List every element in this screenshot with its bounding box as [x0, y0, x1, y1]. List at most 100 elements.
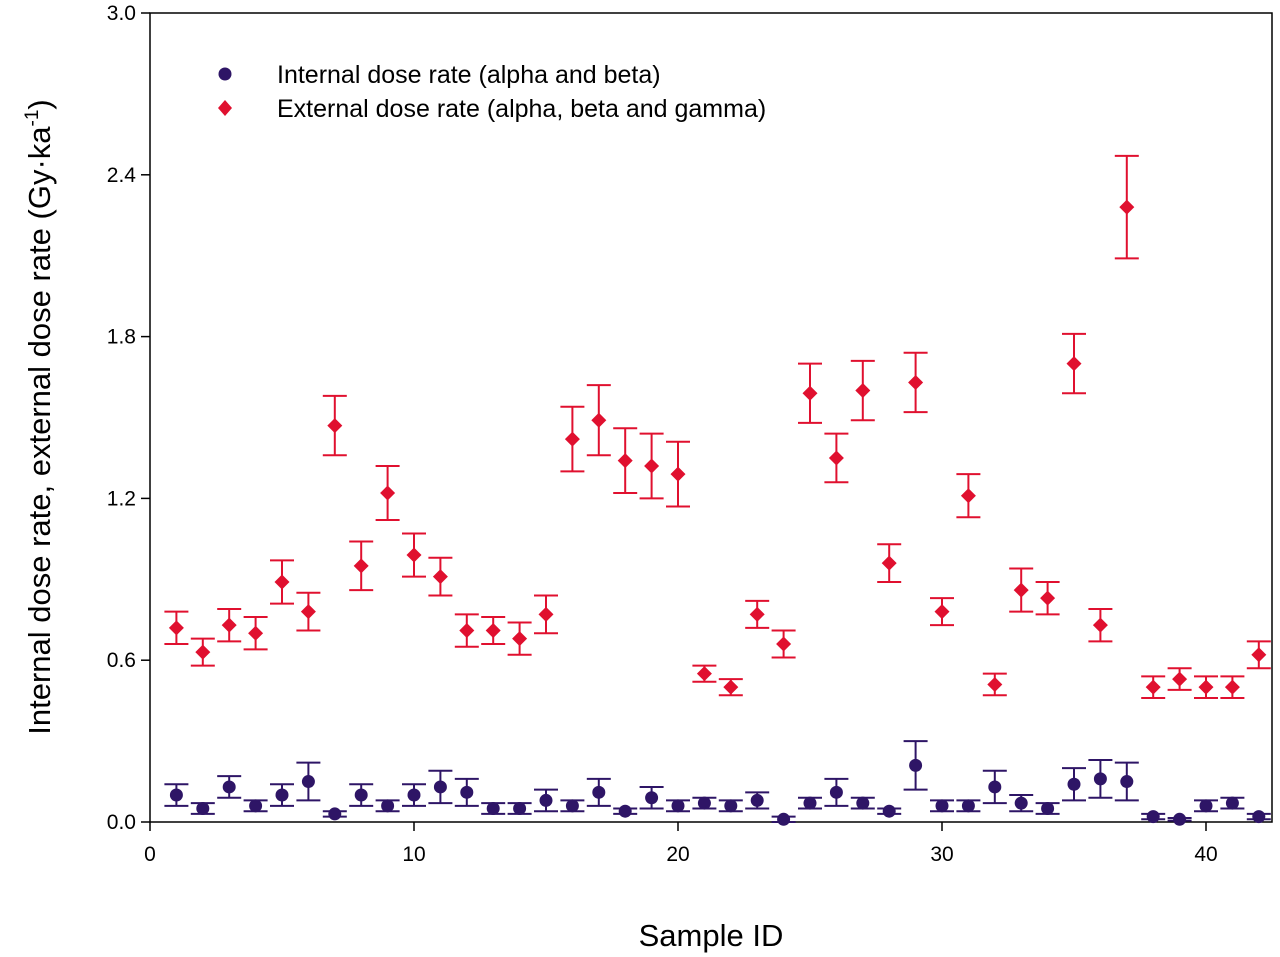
y-tick-label: 2.4 [107, 164, 137, 187]
data-point [882, 804, 896, 818]
data-point [1251, 647, 1267, 663]
x-tick-label: 30 [930, 843, 953, 866]
data-point [300, 604, 316, 620]
y-axis-title-suffix: ) [22, 99, 57, 109]
data-point [407, 788, 421, 802]
data-point [486, 802, 500, 816]
y-tick-label: 3.0 [107, 2, 136, 25]
data-point [1066, 356, 1082, 372]
data-point [908, 374, 924, 390]
data-point [724, 799, 738, 813]
data-point [670, 466, 686, 482]
data-point [222, 780, 236, 794]
series-internal [164, 740, 1271, 826]
data-point [1040, 590, 1056, 606]
data-point [301, 775, 315, 789]
data-point [512, 631, 528, 647]
data-point [564, 431, 580, 447]
data-point [750, 793, 764, 807]
y-tick-label: 0.0 [107, 811, 136, 834]
x-tick-label: 40 [1194, 843, 1217, 866]
data-point [1146, 810, 1160, 824]
legend: Internal dose rate (alpha and beta) Exte… [218, 61, 766, 123]
data-point [1145, 679, 1161, 695]
data-point [354, 788, 368, 802]
data-point [909, 758, 923, 772]
data-point [168, 620, 184, 636]
data-point [1224, 679, 1240, 695]
data-point [1067, 777, 1081, 791]
data-point [485, 623, 501, 639]
data-point [433, 780, 447, 794]
data-point [1093, 772, 1107, 786]
legend-label-external: External dose rate (alpha, beta and gamm… [277, 95, 766, 123]
data-point [380, 485, 396, 501]
data-point [935, 799, 949, 813]
data-point [645, 791, 659, 805]
data-point [381, 799, 395, 813]
data-point [828, 450, 844, 466]
data-point [856, 796, 870, 810]
legend-marker-external [218, 100, 232, 116]
data-point [248, 625, 264, 641]
data-point [987, 676, 1003, 692]
data-point [1173, 812, 1187, 826]
data-point [1092, 617, 1108, 633]
data-point [617, 453, 633, 469]
data-point [855, 383, 871, 399]
data-point [592, 785, 606, 799]
data-point [749, 606, 765, 622]
y-axis-title-main: Internal dose rate, external dose rate (… [22, 126, 57, 735]
data-point [618, 804, 632, 818]
data-point [1172, 671, 1188, 687]
data-point [538, 606, 554, 622]
x-axis-title: Sample ID [639, 918, 784, 953]
plot-area-frame [149, 12, 1273, 823]
data-point [1013, 582, 1029, 598]
data-point [644, 458, 660, 474]
data-point [221, 617, 237, 633]
series-layer [164, 154, 1271, 826]
data-point [327, 418, 343, 434]
data-point [275, 788, 289, 802]
data-point [1199, 799, 1213, 813]
data-point [776, 636, 792, 652]
x-tick-label: 10 [402, 843, 425, 866]
x-tick-label: 20 [666, 843, 689, 866]
data-point [697, 796, 711, 810]
data-point [960, 488, 976, 504]
data-point [406, 547, 422, 563]
data-point [988, 780, 1002, 794]
data-point [460, 785, 474, 799]
data-point [274, 574, 290, 590]
data-point [328, 807, 342, 821]
data-point [591, 412, 607, 428]
y-axis-title: Internal dose rate, external dose rate (… [22, 99, 57, 735]
y-axis: 0.0 0.6 1.2 1.8 2.4 3.0 [107, 2, 150, 834]
data-point [249, 799, 263, 813]
data-point [671, 799, 685, 813]
data-point [195, 644, 211, 660]
y-axis-title-superscript: -1 [22, 110, 43, 127]
data-point [881, 555, 897, 571]
data-point [934, 604, 950, 620]
data-point [1198, 679, 1214, 695]
data-point [196, 802, 210, 816]
x-tick-label: 0 [144, 843, 156, 866]
data-point [777, 812, 791, 826]
data-point [353, 558, 369, 574]
data-point [803, 796, 817, 810]
data-point [723, 679, 739, 695]
data-point [1119, 199, 1135, 215]
data-point [1120, 775, 1134, 789]
y-tick-label: 0.6 [107, 649, 136, 672]
y-tick-label: 1.8 [107, 326, 136, 349]
data-point [1041, 802, 1055, 816]
data-point [961, 799, 975, 813]
legend-marker-internal [218, 67, 232, 81]
x-axis: 0 10 20 30 40 [144, 822, 1218, 866]
legend-label-internal: Internal dose rate (alpha and beta) [277, 61, 661, 89]
data-point [432, 569, 448, 585]
data-point [829, 785, 843, 799]
